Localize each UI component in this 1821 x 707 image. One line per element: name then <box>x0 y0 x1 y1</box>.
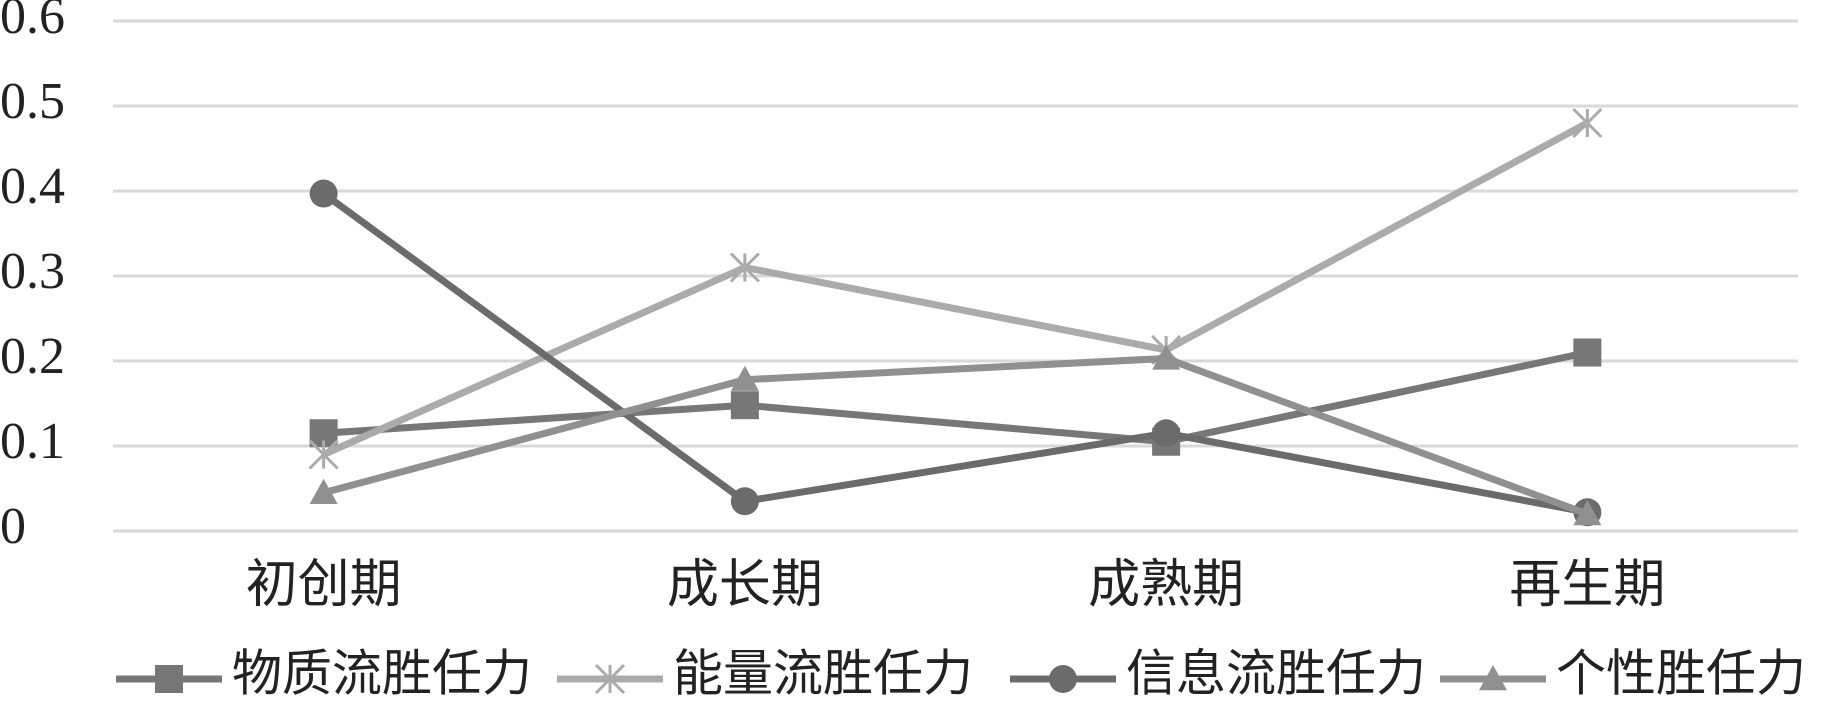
marker <box>730 365 759 391</box>
y-tick-label: 0.6 <box>0 0 65 45</box>
marker <box>730 391 759 420</box>
y-tick-label: 0 <box>0 498 26 555</box>
series <box>309 338 1602 456</box>
series <box>309 179 1602 527</box>
legend-item: 信息流胜任力 <box>1010 645 1426 701</box>
series <box>309 344 1602 526</box>
legend-label: 个性胜任力 <box>1556 645 1806 701</box>
legend-item: 物质流胜任力 <box>116 645 532 701</box>
legend-label: 能量流胜任力 <box>673 645 973 701</box>
series-line <box>323 349 1589 446</box>
marker <box>730 487 759 516</box>
marker <box>309 179 338 208</box>
y-tick-label: 0.2 <box>0 328 65 385</box>
marker <box>1573 338 1602 367</box>
y-tick-label: 0.1 <box>0 413 65 470</box>
series-line <box>321 190 1589 516</box>
y-tick-label: 0.5 <box>0 73 65 130</box>
legend-item: 能量流胜任力 <box>557 645 973 701</box>
marker <box>308 439 339 470</box>
marker <box>1573 500 1602 526</box>
x-tick-label: 初创期 <box>246 557 402 614</box>
series-line <box>322 354 1589 518</box>
marker <box>1049 665 1077 693</box>
x-tick-label: 成长期 <box>667 557 823 614</box>
legend-label: 信息流胜任力 <box>1126 645 1426 701</box>
marker <box>1479 665 1507 691</box>
marker <box>594 663 626 695</box>
series <box>308 107 1603 470</box>
marker <box>155 665 183 693</box>
marker <box>729 252 760 283</box>
series-line <box>322 119 1590 458</box>
marker <box>1572 107 1603 139</box>
marker <box>1152 419 1181 448</box>
legend-item: 个性胜任力 <box>1440 645 1806 701</box>
marker <box>309 478 338 504</box>
x-tick-label: 再生期 <box>1509 557 1665 614</box>
marker <box>1152 344 1181 370</box>
legend-label: 物质流胜任力 <box>232 645 532 701</box>
y-tick-label: 0.4 <box>0 158 65 215</box>
y-tick-label: 0.3 <box>0 243 65 300</box>
x-tick-label: 成熟期 <box>1088 557 1244 614</box>
